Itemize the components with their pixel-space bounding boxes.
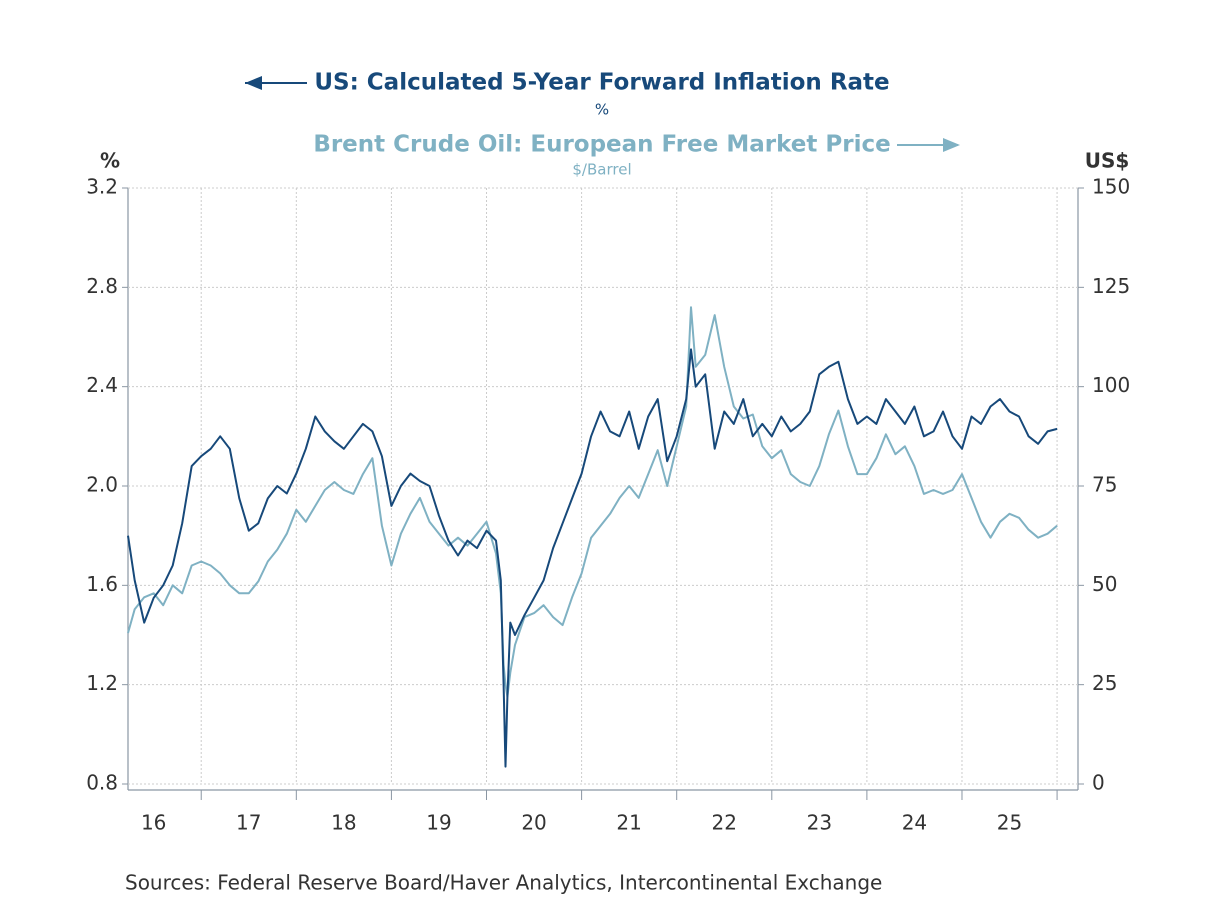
y-tick-label: 0.8	[86, 771, 118, 795]
series-line	[127, 306, 1058, 698]
x-tick-label: 24	[902, 811, 927, 835]
legend-series-0: US: Calculated 5-Year Forward Inflation …	[314, 70, 889, 96]
x-tick-label: 16	[141, 811, 166, 835]
y-axis-label: %	[100, 149, 120, 173]
x-tick-label: 20	[521, 811, 546, 835]
x-tick-label: 17	[236, 811, 261, 835]
x-tick-label: 23	[807, 811, 832, 835]
y2-tick-label: 100	[1092, 373, 1130, 397]
y-tick-label: 2.8	[86, 274, 118, 298]
x-tick-label: 19	[426, 811, 451, 835]
x-tick-label: 18	[331, 811, 356, 835]
y2-axis-label: US$	[1085, 149, 1130, 173]
x-tick-label: 21	[616, 811, 641, 835]
legend-arrow-head	[245, 76, 262, 90]
legend-arrow-head	[943, 138, 960, 152]
legend-unit-1: $/Barrel	[572, 161, 631, 179]
y2-tick-label: 75	[1092, 473, 1117, 497]
y2-tick-label: 0	[1092, 771, 1105, 795]
y2-tick-label: 125	[1092, 274, 1130, 298]
y-tick-label: 1.2	[86, 671, 118, 695]
y-tick-label: 1.6	[86, 572, 118, 596]
y2-tick-label: 25	[1092, 671, 1117, 695]
y2-tick-label: 150	[1092, 175, 1130, 199]
series-line	[127, 348, 1058, 768]
legend-unit-0: %	[595, 101, 609, 119]
y-tick-label: 3.2	[86, 175, 118, 199]
y-tick-label: 2.0	[86, 473, 118, 497]
source-note: Sources: Federal Reserve Board/Haver Ana…	[125, 871, 882, 895]
x-tick-label: 22	[712, 811, 737, 835]
y-tick-label: 2.4	[86, 373, 118, 397]
y2-tick-label: 50	[1092, 572, 1117, 596]
x-tick-label: 25	[997, 811, 1022, 835]
legend-series-1: Brent Crude Oil: European Free Market Pr…	[313, 132, 890, 158]
